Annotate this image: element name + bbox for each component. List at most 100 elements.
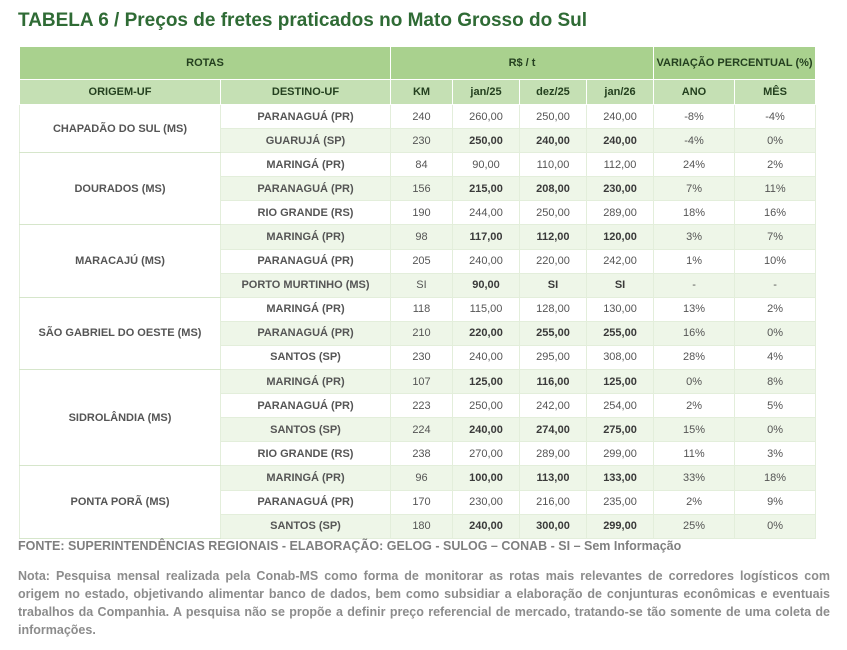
mes-cell: 18% — [734, 465, 817, 491]
jan25-cell: 244,00 — [452, 200, 520, 226]
jan26-cell: 240,00 — [585, 128, 655, 154]
mes-cell: 16% — [734, 200, 817, 226]
jan26-cell: 240,00 — [585, 103, 655, 130]
header-row-columns: ORIGEM-UF DESTINO-UF KM jan/25 dez/25 ja… — [19, 79, 817, 105]
dez25-cell: SI — [519, 272, 587, 298]
mes-cell: 8% — [734, 369, 817, 395]
km-cell: 84 — [390, 152, 453, 178]
dez25-cell: 300,00 — [519, 513, 587, 539]
mes-cell: 7% — [734, 224, 817, 250]
mes-cell: 2% — [734, 296, 817, 322]
col-ano: ANO — [653, 79, 736, 105]
km-cell: 205 — [390, 248, 453, 274]
table-row: RIO GRANDE (RS) 190 244,00 250,00 289,00 18% 1… — [20, 200, 817, 226]
dez25-cell: 255,00 — [519, 320, 587, 346]
km-cell: 210 — [390, 320, 453, 346]
jan25-cell: 250,00 — [452, 128, 520, 154]
mes-cell: 10% — [734, 248, 817, 274]
destino-cell: RIO GRANDE (RS) — [220, 441, 391, 467]
destino-cell: PARANAGUÁ (PR) — [220, 489, 391, 515]
col-dez25: dez/25 — [519, 79, 587, 105]
dez25-cell: 250,00 — [519, 200, 587, 226]
destino-cell: SANTOS (SP) — [220, 513, 391, 539]
km-cell: SI — [390, 272, 453, 298]
dez25-cell: 208,00 — [519, 176, 587, 202]
dez25-cell: 250,00 — [519, 103, 587, 130]
ano-cell: 1% — [653, 248, 736, 274]
ano-cell: 11% — [653, 441, 736, 467]
jan25-cell: 260,00 — [452, 103, 520, 130]
jan25-cell: 240,00 — [452, 417, 520, 443]
origem-cell: DOURADOS (MS) — [19, 152, 221, 226]
mes-cell: 2% — [734, 152, 817, 178]
mes-cell: 9% — [734, 489, 817, 515]
footnote: Nota: Pesquisa mensal realizada pela Con… — [18, 569, 830, 637]
destino-cell: PORTO MURTINHO (MS) — [220, 272, 391, 298]
jan25-cell: 215,00 — [452, 176, 520, 202]
km-cell: 190 — [390, 200, 453, 226]
km-cell: 170 — [390, 489, 453, 515]
destino-cell: MARINGÁ (PR) — [220, 465, 391, 491]
mes-cell: 3% — [734, 441, 817, 467]
destino-cell: GUARUJÁ (SP) — [220, 128, 391, 154]
destino-cell: SANTOS (SP) — [220, 344, 391, 371]
freight-prices-table: ROTAS R$ / t VARIAÇÃO PERCENTUAL (%) ORI… — [19, 46, 817, 539]
ano-cell: 2% — [653, 393, 736, 419]
table-row: PARANAGUÁ (PR) 223 250,00 242,00 254,00 2% 5% — [20, 393, 817, 419]
dez25-cell: 274,00 — [519, 417, 587, 443]
jan26-cell: 130,00 — [585, 296, 655, 322]
km-cell: 223 — [390, 393, 453, 419]
destino-cell: MARINGÁ (PR) — [220, 369, 391, 395]
table-row: PARANAGUÁ (PR) 210 220,00 255,00 255,00 16% 0% — [20, 320, 817, 346]
km-cell: 107 — [390, 369, 453, 395]
origem-cell: MARACAJÚ (MS) — [19, 224, 221, 298]
jan25-cell: 240,00 — [452, 513, 520, 539]
header-rotas: ROTAS — [19, 46, 391, 80]
jan26-cell: 235,00 — [585, 489, 655, 515]
origem-cell: PONTA PORÃ (MS) — [19, 465, 221, 539]
ano-cell: 13% — [653, 296, 736, 322]
col-mes: MÊS — [734, 79, 817, 105]
ano-cell: 28% — [653, 344, 736, 371]
header-variacao: VARIAÇÃO PERCENTUAL (%) — [653, 46, 817, 80]
table-row: RIO GRANDE (RS) 238 270,00 289,00 299,00 11% 3… — [20, 441, 817, 467]
destino-cell: MARINGÁ (PR) — [220, 296, 391, 322]
ano-cell: 16% — [653, 320, 736, 346]
origem-cell: SÃO GABRIEL DO OESTE (MS) — [19, 296, 221, 371]
destino-cell: PARANAGUÁ (PR) — [220, 248, 391, 274]
jan26-cell: 120,00 — [585, 224, 655, 250]
origem-cell: SIDROLÂNDIA (MS) — [19, 369, 221, 467]
dez25-cell: 110,00 — [519, 152, 587, 178]
ano-cell: 25% — [653, 513, 736, 539]
jan26-cell: 125,00 — [585, 369, 655, 395]
jan26-cell: 255,00 — [585, 320, 655, 346]
jan26-cell: 289,00 — [585, 200, 655, 226]
mes-cell: - — [734, 272, 817, 298]
col-destino: DESTINO-UF — [220, 79, 391, 105]
jan25-cell: 270,00 — [452, 441, 520, 467]
table-row: GUARUJÁ (SP) 230 250,00 240,00 240,00 -4% 0% — [20, 128, 817, 154]
table-row: SANTOS (SP) 180 240,00 300,00 299,00 25% 0% — [20, 513, 817, 539]
jan26-cell: 275,00 — [585, 417, 655, 443]
mes-cell: 0% — [734, 320, 817, 346]
table-row: PONTA PORÃ (MS) MARINGÁ (PR) 96 100,00 113,0… — [19, 465, 817, 539]
table-row: PORTO MURTINHO (MS) SI 90,00 SI SI - - — [20, 272, 817, 298]
ano-cell: - — [653, 272, 736, 298]
jan25-cell: 240,00 — [452, 344, 520, 371]
km-cell: 156 — [390, 176, 453, 202]
jan25-cell: 125,00 — [452, 369, 520, 395]
dez25-cell: 242,00 — [519, 393, 587, 419]
table-row: DOURADOS (MS) MARINGÁ (PR) 84 90,00 110,00 11… — [19, 152, 817, 226]
col-jan26: jan/26 — [585, 79, 655, 105]
table-title: TABELA 6 / Preços de fretes praticados n… — [18, 10, 588, 31]
dez25-cell: 113,00 — [519, 465, 587, 491]
ano-cell: 3% — [653, 224, 736, 250]
dez25-cell: 289,00 — [519, 441, 587, 467]
dez25-cell: 220,00 — [519, 248, 587, 274]
ano-cell: 7% — [653, 176, 736, 202]
jan26-cell: 133,00 — [585, 465, 655, 491]
destino-cell: RIO GRANDE (RS) — [220, 200, 391, 226]
km-cell: 230 — [390, 128, 453, 154]
destino-cell: MARINGÁ (PR) — [220, 224, 391, 250]
destino-cell: PARANAGUÁ (PR) — [220, 103, 391, 130]
